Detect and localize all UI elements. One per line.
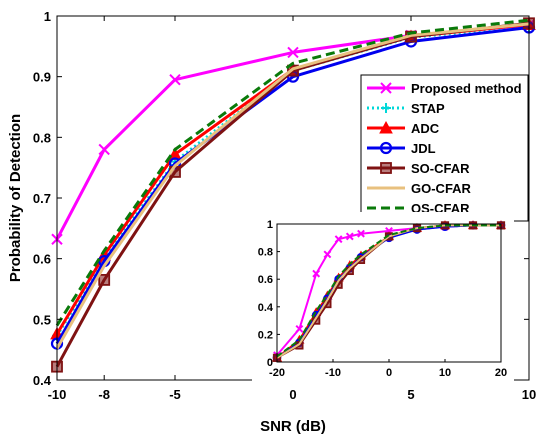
x-tick-label: -10 [48,387,67,402]
y-tick-label: 0.9 [33,70,51,85]
legend-label: GO-CFAR [411,181,472,196]
legend-marker [379,120,393,134]
inset-data-point-marker [356,255,366,264]
inset-y-tick-label: 0.4 [258,302,274,314]
inset-plot: -20 -10 0 10 20 0 0.2 0.4 0.6 0.8 1 [252,212,514,382]
main-series-group [50,17,536,373]
inset-y-tick-label: 0.6 [258,274,273,286]
data-point-marker [169,73,181,86]
legend-marker [380,82,392,94]
data-point-marker [287,46,299,59]
inset-y-tick-label: 0 [267,357,273,369]
inset-x-tick-label: 0 [386,367,392,379]
legend-marker [381,103,391,113]
inset-y-tick-label: 1 [267,219,273,231]
legend-label: Proposed method [411,81,522,96]
legend-marker [379,141,393,155]
inset-x-tick-label: 20 [495,367,507,379]
y-axis-label: Probability of Detection [7,114,24,282]
x-tick-label: -8 [98,387,110,402]
inset-data-point-marker [357,229,365,238]
y-tick-label: 0.7 [33,191,51,206]
series-line-os-cfar [55,18,530,327]
inset-data-point-marker [312,269,321,278]
x-tick-label: 10 [522,387,536,402]
inset-data-point-marker [295,324,304,333]
legend: Proposed methodSTAPADCJDLSO-CFARGO-CFARO… [360,74,529,222]
inset-series-line-os-cfar [276,224,501,358]
legend-label: SO-CFAR [411,161,470,176]
legend-label: ADC [411,121,440,136]
legend-label: JDL [411,141,436,156]
y-tick-label: 0.8 [33,130,51,145]
y-tick-label: 0.4 [33,373,52,388]
y-tick-label: 1 [44,9,51,24]
inset-data-point-marker [334,235,343,244]
inset-data-point-marker [323,250,332,259]
inset-x-tick-label: 10 [439,367,451,379]
inset-data-point-marker [345,232,354,241]
x-tick-label: 0 [289,387,296,402]
x-tick-label: 5 [407,387,414,402]
inset-plot-area [277,224,501,362]
x-tick-label: -5 [169,387,181,402]
y-tick-label: 0.5 [33,312,51,327]
legend-marker [380,162,392,174]
x-axis-label: SNR (dB) [260,418,326,435]
data-point-marker [98,143,110,156]
inset-x-tick-label: -20 [269,367,285,379]
inset-y-tick-label: 0.2 [258,329,273,341]
legend-label: STAP [411,101,445,116]
data-point-marker [98,273,111,286]
y-tick-label: 0.6 [33,252,51,267]
inset-y-tick-label: 0.8 [258,247,273,259]
inset-x-tick-label: -10 [325,367,341,379]
series-line-go-cfar [55,22,530,350]
